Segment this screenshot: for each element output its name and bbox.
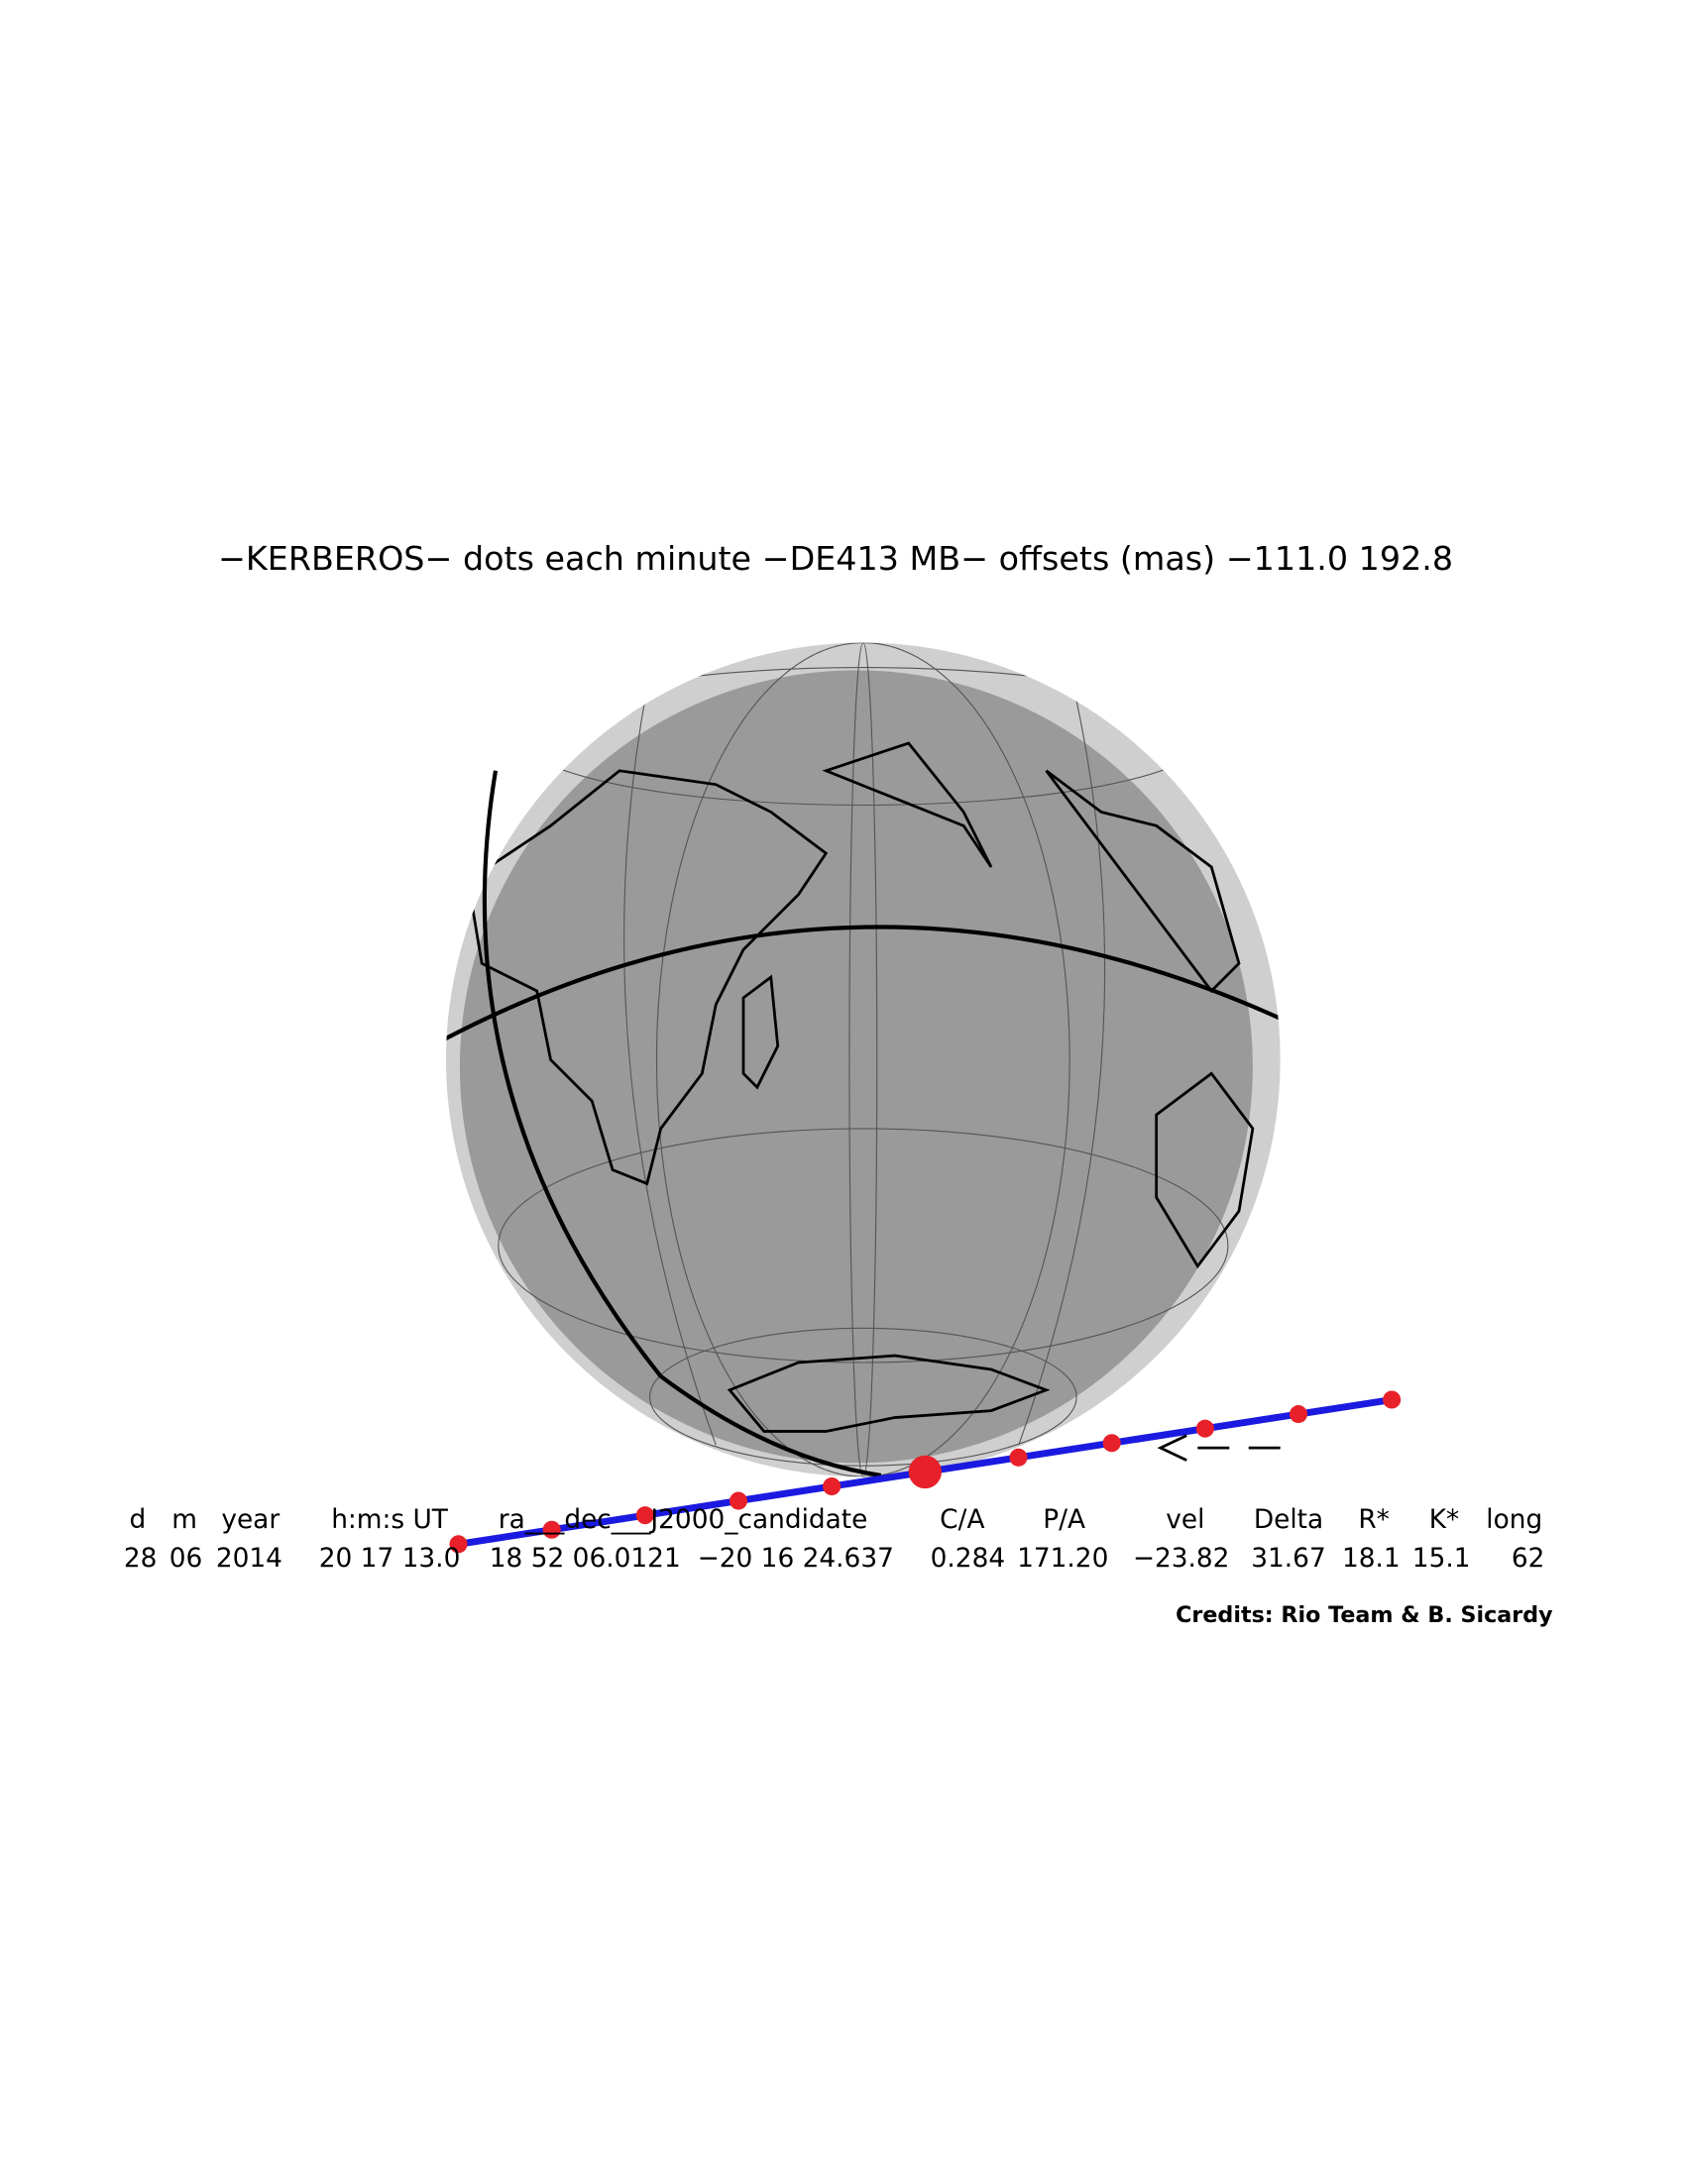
- minute-dot: [1289, 1405, 1308, 1424]
- table-value: −23.82: [1133, 1544, 1230, 1574]
- minute-dot: [823, 1476, 842, 1496]
- minute-dot: [1195, 1419, 1214, 1438]
- table-value: 62: [1512, 1544, 1545, 1574]
- minute-dot: [542, 1520, 561, 1539]
- table-header: ra___dec___J2000_candidate: [499, 1505, 868, 1535]
- table-value: 20 17 13.0: [319, 1544, 461, 1574]
- table-header: R*: [1358, 1505, 1390, 1535]
- table-header: P/A: [1043, 1505, 1085, 1535]
- table-value: 2014: [216, 1544, 282, 1574]
- table-value: 18 52 06.0121: [490, 1544, 681, 1574]
- table-header: d: [130, 1505, 147, 1535]
- shadow-track: [449, 1390, 1402, 1554]
- table-value: 28: [124, 1544, 158, 1574]
- globe: [446, 642, 1281, 1477]
- coastlines: [466, 741, 1255, 1433]
- table-header: year: [221, 1505, 280, 1535]
- table-value: 06: [169, 1544, 203, 1574]
- direction-arrow: [1157, 1434, 1281, 1462]
- table-value: 171.20: [1017, 1544, 1108, 1574]
- minute-dot: [449, 1535, 468, 1554]
- table-value: 0.284: [931, 1544, 1006, 1574]
- event-table: d m year h:m:s UT ra___dec___J2000_candidate…: [124, 1505, 1545, 1574]
- table-header: K*: [1429, 1505, 1459, 1535]
- minute-dot: [635, 1506, 654, 1525]
- table-header: m: [171, 1505, 197, 1535]
- title: −KERBEROS− dots each minute −DE413 MB− o…: [218, 539, 1453, 578]
- table-value: 15.1: [1412, 1544, 1471, 1574]
- minute-dot: [1383, 1390, 1402, 1409]
- minute-dot: [908, 1455, 942, 1489]
- credits: Credits: Rio Team & B. Sicardy: [1176, 1602, 1553, 1628]
- table-value: −20 16 24.637: [698, 1544, 894, 1574]
- minute-dot: [1102, 1434, 1121, 1453]
- table-header: long: [1486, 1505, 1542, 1535]
- equator-line: [446, 925, 1281, 1041]
- globe-night: [459, 670, 1253, 1464]
- table-header: C/A: [940, 1505, 984, 1535]
- table-header: Delta: [1254, 1505, 1323, 1535]
- table-value: 18.1: [1342, 1544, 1401, 1574]
- table-header: h:m:s UT: [331, 1505, 449, 1535]
- terminator: [482, 770, 882, 1477]
- minute-dot: [729, 1491, 748, 1510]
- table-value: 31.67: [1251, 1544, 1326, 1574]
- table-header: vel: [1166, 1505, 1204, 1535]
- minute-dot: [1009, 1448, 1028, 1467]
